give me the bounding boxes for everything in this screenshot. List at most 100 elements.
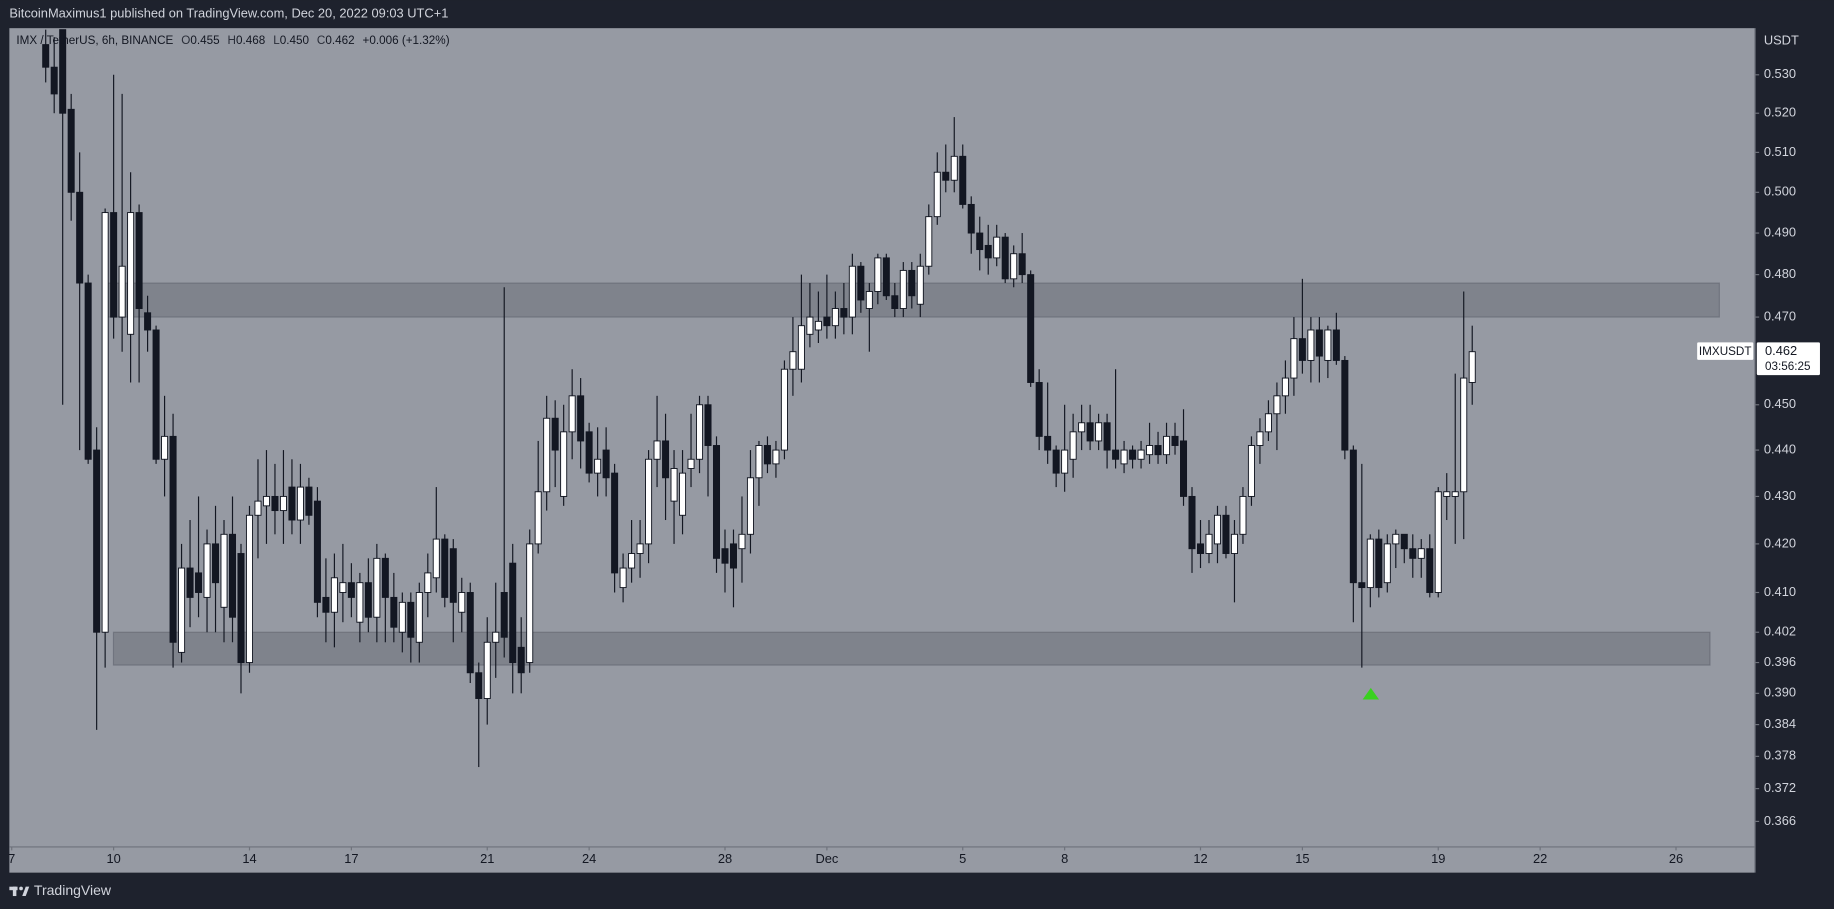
candle-body xyxy=(1205,533,1213,554)
y-tick-label: 0.402 xyxy=(1764,624,1796,639)
y-tick-label: 0.378 xyxy=(1764,748,1796,763)
legend-symbol: IMX / TetherUS, 6h, BINANCE xyxy=(16,34,173,47)
candle-body xyxy=(93,449,101,633)
candle-body xyxy=(1018,253,1026,276)
candle-body xyxy=(1264,413,1272,433)
candle-body xyxy=(1213,514,1221,545)
candle-body xyxy=(857,265,865,301)
candle-body xyxy=(874,257,882,292)
plot-area xyxy=(9,28,1755,847)
candle-body xyxy=(1239,495,1247,535)
candle-body xyxy=(882,257,890,297)
axis-unit: USDT xyxy=(1764,32,1799,47)
candle-body xyxy=(628,553,636,569)
candle-body xyxy=(203,543,211,598)
candle-body xyxy=(1163,435,1171,456)
candle-body xyxy=(415,592,423,643)
candle-body xyxy=(296,486,304,521)
candle-body xyxy=(993,236,1001,259)
y-tick-label: 0.520 xyxy=(1764,105,1796,120)
symbol-legend: IMX / TetherUS, 6h, BINANCE O0.455 H0.46… xyxy=(16,34,449,47)
candle-body xyxy=(305,486,313,516)
candle-body xyxy=(475,672,483,699)
candle-body xyxy=(1451,491,1459,497)
x-tick-label: 12 xyxy=(1193,851,1207,866)
y-tick-label: 0.470 xyxy=(1764,308,1796,323)
candle-body xyxy=(271,495,279,512)
candle-body xyxy=(509,562,517,664)
axes: 0.530 0.520 0.510 0.500 0.490 0.480 0.470 0.450… xyxy=(8,66,1796,866)
candle-body xyxy=(228,533,237,618)
y-tick-label: 0.440 xyxy=(1764,441,1796,456)
x-tick-label: 28 xyxy=(718,851,732,866)
symbol-tag: IMXUSDT xyxy=(1699,345,1752,358)
candle-body xyxy=(1332,329,1340,361)
candle-body xyxy=(169,435,177,643)
candle-body xyxy=(738,533,746,550)
candle-body xyxy=(721,548,729,564)
candle-body xyxy=(891,295,899,309)
candle-body xyxy=(212,543,220,584)
candle-body xyxy=(449,548,457,603)
candle-body xyxy=(831,308,839,327)
candle-body xyxy=(763,445,771,465)
candle-body xyxy=(1307,329,1315,361)
candle-body xyxy=(339,582,347,593)
candle-body xyxy=(1247,445,1255,497)
y-tick-label: 0.450 xyxy=(1764,396,1796,411)
candle-body xyxy=(636,543,644,554)
candle-body xyxy=(313,500,321,603)
candle-body xyxy=(925,216,933,267)
candle-body xyxy=(42,44,50,68)
x-tick-label: 19 xyxy=(1431,851,1445,866)
candle-body xyxy=(127,212,135,335)
candle-body xyxy=(1460,377,1468,493)
candle-body xyxy=(1281,377,1289,397)
legend-change: +0.006 (+1.32%) xyxy=(363,34,450,47)
y-tick-label: 0.372 xyxy=(1764,780,1796,795)
candle-body xyxy=(1180,440,1188,497)
candle-body xyxy=(1349,449,1357,584)
candle-body xyxy=(670,468,678,502)
x-tick-label: 21 xyxy=(480,851,494,866)
y-tick-label: 0.384 xyxy=(1764,716,1796,731)
candle-body xyxy=(67,108,75,193)
x-tick-label: 15 xyxy=(1295,851,1309,866)
candle-body xyxy=(1468,351,1476,383)
candle-body xyxy=(602,449,610,479)
candle-body xyxy=(1290,338,1298,379)
symbol-tag-box xyxy=(1697,342,1754,360)
candle-body xyxy=(976,232,984,251)
candle-body xyxy=(407,601,415,638)
candle-body xyxy=(696,404,704,460)
candle-body xyxy=(611,472,619,574)
candle-body xyxy=(398,601,406,633)
x-tick-label: 22 xyxy=(1533,851,1547,866)
candle-body xyxy=(967,203,975,234)
footer-logo xyxy=(9,886,30,897)
candle-body xyxy=(373,557,381,618)
price-tag-box xyxy=(1756,342,1820,376)
candle-body xyxy=(330,577,338,613)
logo-part xyxy=(22,886,30,897)
candle-body xyxy=(1315,329,1323,357)
x-tick-label: 8 xyxy=(1061,851,1068,866)
candle-body xyxy=(1222,514,1230,554)
candle-body xyxy=(780,368,788,451)
candle-body xyxy=(1434,491,1442,593)
y-tick-label: 0.410 xyxy=(1764,584,1796,599)
candle-body xyxy=(220,533,228,608)
candle-body xyxy=(848,265,856,318)
candle-body xyxy=(645,458,653,545)
x-tick-label: 24 xyxy=(582,851,596,866)
candle-body xyxy=(729,543,737,569)
candle-body xyxy=(534,491,542,545)
candle-body xyxy=(1112,449,1120,460)
candle-body xyxy=(746,477,754,535)
candle-body xyxy=(551,417,559,451)
candle-body xyxy=(916,265,924,305)
footer-brand: TradingView xyxy=(34,882,112,898)
candle-body xyxy=(526,543,534,664)
